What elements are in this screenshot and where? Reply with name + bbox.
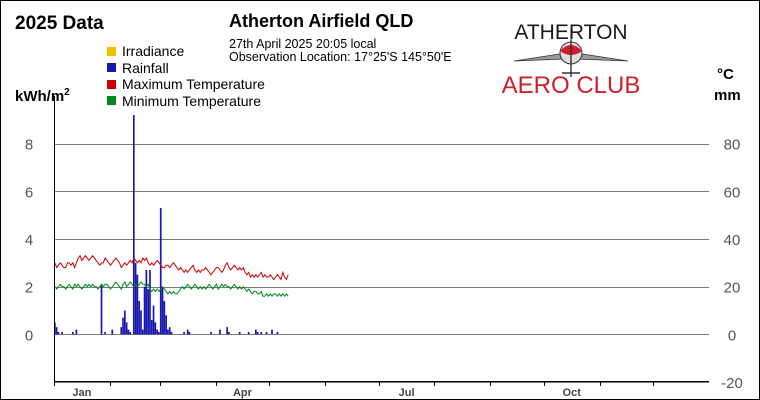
left-tick-label: 0	[25, 327, 33, 344]
rainfall-swatch	[107, 63, 116, 73]
logo-line1: ATHERTON	[514, 21, 627, 44]
rainfall-bar	[247, 331, 250, 335]
rainfall-bar	[161, 286, 164, 335]
min-temp-swatch	[107, 96, 116, 106]
rainfall-bar	[167, 329, 169, 335]
right-axis-unit-mm: mm	[714, 87, 741, 104]
rainfall-bar	[145, 269, 148, 335]
left-axis-unit-base: kWh/m	[15, 88, 65, 105]
rainfall-bar	[158, 331, 160, 335]
rainfall-bar	[159, 208, 162, 335]
axes	[54, 96, 709, 386]
rainfall-bar	[127, 329, 130, 335]
rainfall-bar	[129, 331, 132, 335]
rainfall-bar	[147, 289, 150, 335]
right-tick-label: 80	[724, 137, 741, 154]
rainfall-bar	[170, 331, 173, 335]
max-temp-line	[54, 254, 289, 281]
rainfall-bar	[141, 329, 144, 335]
rainfall-bar	[61, 331, 63, 335]
rainfall-bar	[71, 331, 74, 335]
rainfall-bar	[265, 331, 268, 335]
right-tick-label: 40	[724, 232, 741, 249]
rainfall-bar	[188, 331, 191, 335]
left-tick-label: 2	[25, 280, 33, 297]
legend-item-irradiance: Irradiance	[107, 43, 265, 60]
observation-location: Observation Location: 17°25'S 145°50'E	[229, 50, 452, 64]
rainfall-bar	[219, 329, 221, 335]
legend-item-max-temp: Maximum Temperature	[107, 76, 265, 93]
rainfall-bar	[260, 331, 263, 335]
rainfall-bar	[152, 305, 155, 335]
rainfall-bar	[156, 329, 158, 335]
rainfall-bar	[271, 329, 273, 335]
legend-label: Maximum Temperature	[122, 76, 265, 92]
aero-club-logo-graphic: ATHERTON AERO CLUB	[501, 21, 641, 100]
legend: Irradiance Rainfall Maximum Temperature …	[107, 43, 265, 109]
rainfall-bar	[104, 331, 106, 335]
rainfall-bar	[136, 274, 139, 335]
station-title: Atherton Airfield QLD	[229, 11, 414, 31]
rainfall-bar	[165, 315, 167, 335]
rainfall-bar	[154, 322, 157, 335]
rainfall-bars	[54, 115, 279, 335]
month-label: Oct	[563, 387, 582, 399]
rainfall-bar	[228, 331, 230, 335]
rainfall-bar	[163, 300, 166, 335]
legend-item-rainfall: Rainfall	[107, 60, 265, 77]
rainfall-bar	[256, 331, 259, 335]
max-temp-swatch	[107, 79, 116, 89]
right-tick-label: 60	[724, 184, 741, 201]
right-tick-label: 0	[728, 327, 736, 344]
rainfall-bar	[125, 322, 128, 335]
rainfall-bar	[123, 310, 126, 335]
aero-club-logo: ATHERTON AERO CLUB	[496, 15, 646, 100]
rainfall-bar	[111, 329, 114, 335]
rainfall-bar	[120, 327, 123, 335]
irradiance-swatch	[107, 46, 116, 56]
rainfall-bar	[168, 327, 171, 335]
rainfall-bar	[186, 329, 189, 335]
month-label: Jul	[399, 387, 415, 399]
rainfall-bar	[150, 320, 153, 335]
left-tick-label: 8	[25, 137, 33, 154]
left-axis-unit: kWh/m2	[15, 87, 70, 105]
rainfall-bar	[254, 329, 257, 335]
rainfall-bar	[100, 284, 103, 335]
rainfall-bar	[138, 300, 141, 335]
rainfall-bar	[226, 327, 228, 335]
rainfall-bar	[75, 329, 78, 335]
logo-line2: AERO CLUB	[502, 72, 641, 99]
tick-labels: 0 2 4 6 8 -20 0 20 40 60 80 Jan Apr Jul Oct	[25, 137, 743, 399]
rainfall-bar	[55, 327, 58, 335]
right-tick-label: -20	[721, 375, 743, 392]
rainfall-bar	[183, 331, 185, 335]
right-axis-unit-celsius: °C	[717, 66, 734, 83]
month-label: Apr	[233, 387, 253, 399]
rainfall-bar	[210, 331, 212, 335]
legend-item-min-temp: Minimum Temperature	[107, 93, 265, 110]
rainfall-bar	[143, 286, 146, 335]
rainfall-bar	[132, 115, 135, 335]
observation-datetime: 27th April 2025 20:05 local	[229, 37, 377, 51]
rainfall-bar	[140, 310, 142, 335]
rainfall-bar	[57, 331, 60, 335]
rainfall-bar	[276, 331, 279, 335]
legend-label: Irradiance	[122, 43, 185, 59]
left-axis-unit-superscript: 2	[64, 87, 70, 98]
min-temp-line	[54, 280, 289, 298]
rainfall-bar	[122, 317, 124, 335]
left-tick-label: 4	[25, 232, 33, 249]
rainfall-bar	[149, 269, 151, 335]
month-label: Jan	[72, 387, 91, 399]
year-title: 2025 Data	[15, 13, 104, 34]
legend-label: Rainfall	[122, 59, 169, 76]
legend-label: Minimum Temperature	[122, 92, 262, 109]
rainfall-bar	[238, 331, 241, 335]
rainfall-bar	[134, 262, 137, 335]
left-tick-label: 6	[25, 184, 33, 201]
right-tick-label: 20	[724, 280, 741, 297]
